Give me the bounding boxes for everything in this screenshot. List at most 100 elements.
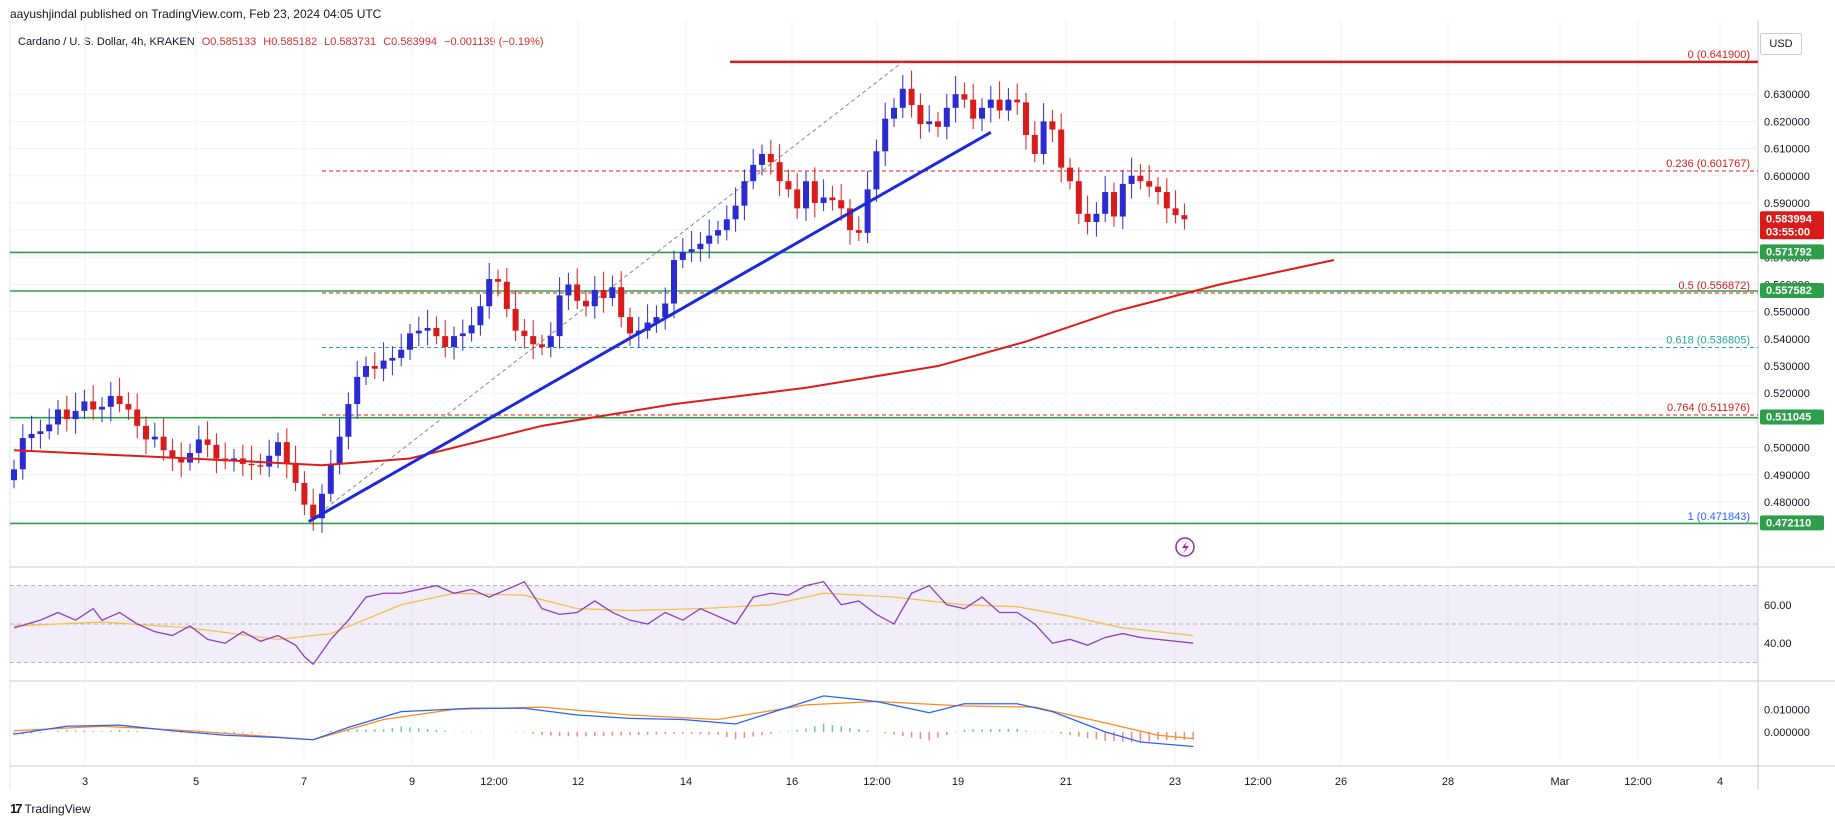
price-tag	[1760, 283, 1824, 299]
candle-body	[310, 504, 317, 519]
candle-body	[723, 219, 730, 231]
tradingview-logo[interactable]: 17 TradingView	[10, 801, 91, 816]
ohlc-open: O0.585133	[201, 36, 257, 48]
candle-body	[908, 88, 915, 106]
candle-body	[134, 409, 141, 426]
ohlc-low: L0.583731	[324, 36, 377, 48]
candle-body	[987, 99, 994, 108]
candle-body	[1040, 121, 1047, 155]
candle-body	[451, 336, 457, 348]
candle-body	[829, 197, 836, 201]
x-tick-label: 26	[1335, 776, 1347, 788]
candle-body	[371, 366, 378, 369]
candle-body	[495, 279, 501, 282]
fib-anchor-line	[308, 61, 904, 522]
candle-body	[1111, 192, 1117, 217]
candle-body	[609, 287, 616, 299]
candle-body	[882, 118, 889, 152]
candle-body	[671, 260, 677, 304]
candle-body	[1093, 213, 1100, 222]
candle-body	[512, 308, 519, 331]
candle-body	[407, 333, 413, 350]
candle-body	[55, 409, 61, 425]
candle-body	[389, 357, 396, 361]
x-tick-label: Mar	[1551, 776, 1570, 788]
candle-body	[864, 189, 871, 233]
candle-body	[759, 154, 765, 165]
candle-body	[750, 164, 757, 182]
x-tick-label: 19	[952, 776, 964, 788]
candle-body	[785, 181, 792, 190]
candle-body	[468, 325, 475, 334]
candle-body	[398, 349, 405, 358]
candle-body	[81, 401, 88, 411]
candle-body	[459, 333, 466, 337]
currency-button[interactable]: USD	[1760, 33, 1802, 55]
candle-body	[486, 279, 493, 307]
macd-line	[13, 695, 1194, 748]
candle-body	[1128, 175, 1135, 184]
y-tick-label: 0.620000	[1764, 116, 1810, 128]
price-tag	[1760, 211, 1824, 240]
candle-body	[169, 450, 176, 459]
candle-body	[503, 281, 510, 309]
y-tick-label: 0.490000	[1764, 470, 1810, 482]
candle-body	[600, 289, 607, 299]
candle-body	[1119, 183, 1126, 217]
candle-body	[336, 436, 343, 464]
macd-tick-label: 0.000000	[1764, 727, 1810, 739]
candle-body	[1058, 129, 1065, 168]
candle-body	[776, 162, 783, 182]
candle-body	[1155, 186, 1161, 193]
candle-body	[99, 406, 105, 410]
candle-body	[248, 463, 255, 466]
candle-body	[90, 401, 97, 410]
candle-body	[935, 121, 941, 127]
candle-body	[732, 205, 739, 220]
candle-body	[1163, 192, 1170, 209]
candle-body	[574, 284, 581, 301]
price-tag-label: 0.511045	[1766, 412, 1811, 424]
x-tick-label: 14	[680, 776, 692, 788]
x-tick-label: 23	[1169, 776, 1181, 788]
candle-body	[970, 99, 977, 119]
x-tick-label: 7	[301, 776, 307, 788]
candle-body	[565, 284, 572, 296]
x-tick-label: 12:00	[863, 776, 891, 788]
candle-body	[1102, 192, 1109, 214]
fib-level-label: 0.618 (0.536805)	[1666, 335, 1750, 347]
candle-body	[327, 463, 334, 494]
x-tick-label: 12:00	[1624, 776, 1652, 788]
candle-body	[28, 433, 35, 439]
candle-body	[151, 436, 158, 440]
rsi-ma-line	[13, 592, 1194, 641]
price-tag	[1760, 515, 1824, 531]
candle-body	[11, 469, 17, 481]
candle-body	[213, 444, 220, 459]
candle-body	[521, 330, 528, 337]
y-tick-label: 0.520000	[1764, 388, 1810, 400]
x-tick-label: 12:00	[480, 776, 508, 788]
candle-body	[354, 376, 361, 405]
candle-body	[442, 336, 449, 348]
macd-tick-label: 0.010000	[1764, 704, 1810, 716]
candle-body	[583, 300, 589, 307]
candle-body	[627, 317, 633, 334]
macd-signal-line	[13, 700, 1194, 741]
candle-body	[1084, 213, 1091, 222]
candle-body	[979, 107, 985, 119]
candle-body	[1075, 181, 1082, 214]
x-tick-label: 21	[1060, 776, 1072, 788]
price-tag	[1760, 409, 1824, 425]
candle-body	[1137, 175, 1144, 182]
y-tick-label: 0.540000	[1764, 334, 1810, 346]
candle-body	[653, 317, 660, 323]
x-tick-label: 3	[82, 776, 88, 788]
candle-body	[820, 197, 827, 203]
candle-body	[319, 493, 325, 519]
candle-body	[380, 360, 387, 369]
candle-body	[679, 251, 686, 261]
price-tag-countdown: 03:55:00	[1766, 226, 1810, 238]
symbol-title[interactable]: Cardano / U. S. Dollar, 4h, KRAKEN	[18, 36, 195, 48]
